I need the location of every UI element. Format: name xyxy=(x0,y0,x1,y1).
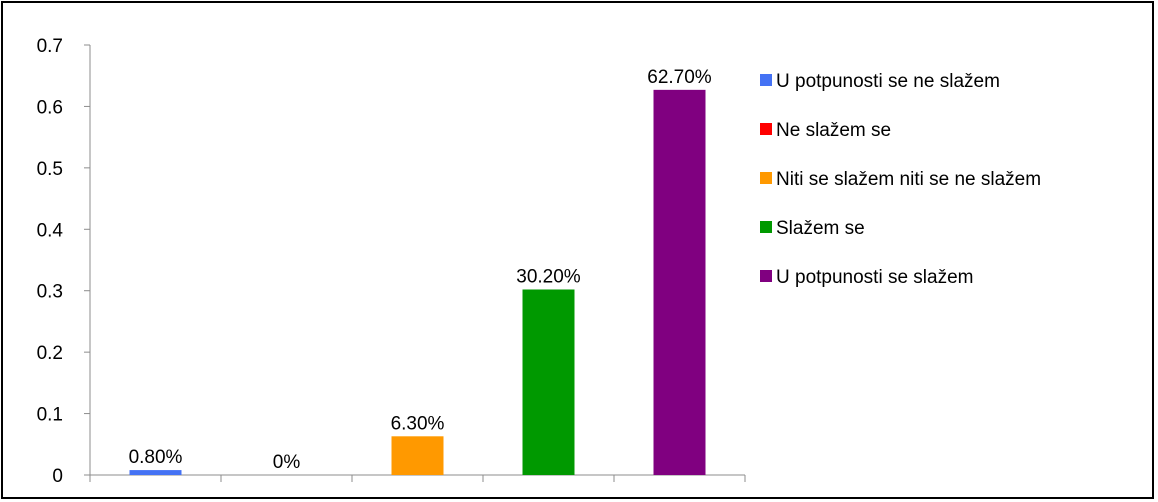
legend-swatch xyxy=(760,172,772,184)
bar-data-label: 6.30% xyxy=(391,413,445,434)
y-tick-label: 0.3 xyxy=(37,282,63,303)
y-tick-label: 0.7 xyxy=(37,36,63,57)
bar xyxy=(653,89,706,475)
bar-data-label: 0% xyxy=(273,452,301,473)
data-labels: 0.80% 0% 6.30% 30.20% 62.70% xyxy=(129,67,712,473)
legend-swatch xyxy=(760,270,772,282)
legend-swatch xyxy=(760,74,772,86)
bar xyxy=(522,289,575,475)
y-tick-label: 0.5 xyxy=(37,159,63,180)
bar-chart: 0 0.1 0.2 0.3 0.4 0.5 0.6 0.7 0.80% 0% 6.30% 30.20… xyxy=(37,36,1041,487)
bar xyxy=(391,436,444,475)
bars xyxy=(129,89,706,475)
legend: U potpunosti se ne slažem Ne slažem se Nit… xyxy=(760,71,1041,288)
y-tick-label: 0.2 xyxy=(37,343,63,364)
bar-data-label: 30.20% xyxy=(516,266,581,287)
legend-swatch xyxy=(760,221,772,233)
y-tick-label: 0.6 xyxy=(37,97,63,118)
legend-label: U potpunosti se ne slažem xyxy=(776,71,1000,92)
legend-label: Slažem se xyxy=(776,218,865,239)
legend-swatch xyxy=(760,123,772,135)
legend-label: Niti se slažem niti se ne slažem xyxy=(776,169,1041,190)
bar-data-label: 62.70% xyxy=(647,67,712,88)
legend-label: Ne slažem se xyxy=(776,120,891,141)
legend-label: U potpunosti se slažem xyxy=(776,267,974,288)
y-axis: 0 0.1 0.2 0.3 0.4 0.5 0.6 0.7 xyxy=(37,36,91,487)
bar-data-label: 0.80% xyxy=(129,447,183,468)
bar xyxy=(129,470,182,475)
y-tick-label: 0.1 xyxy=(37,405,63,426)
y-tick-label: 0 xyxy=(52,466,63,487)
y-tick-label: 0.4 xyxy=(37,220,64,241)
x-axis xyxy=(89,474,746,482)
